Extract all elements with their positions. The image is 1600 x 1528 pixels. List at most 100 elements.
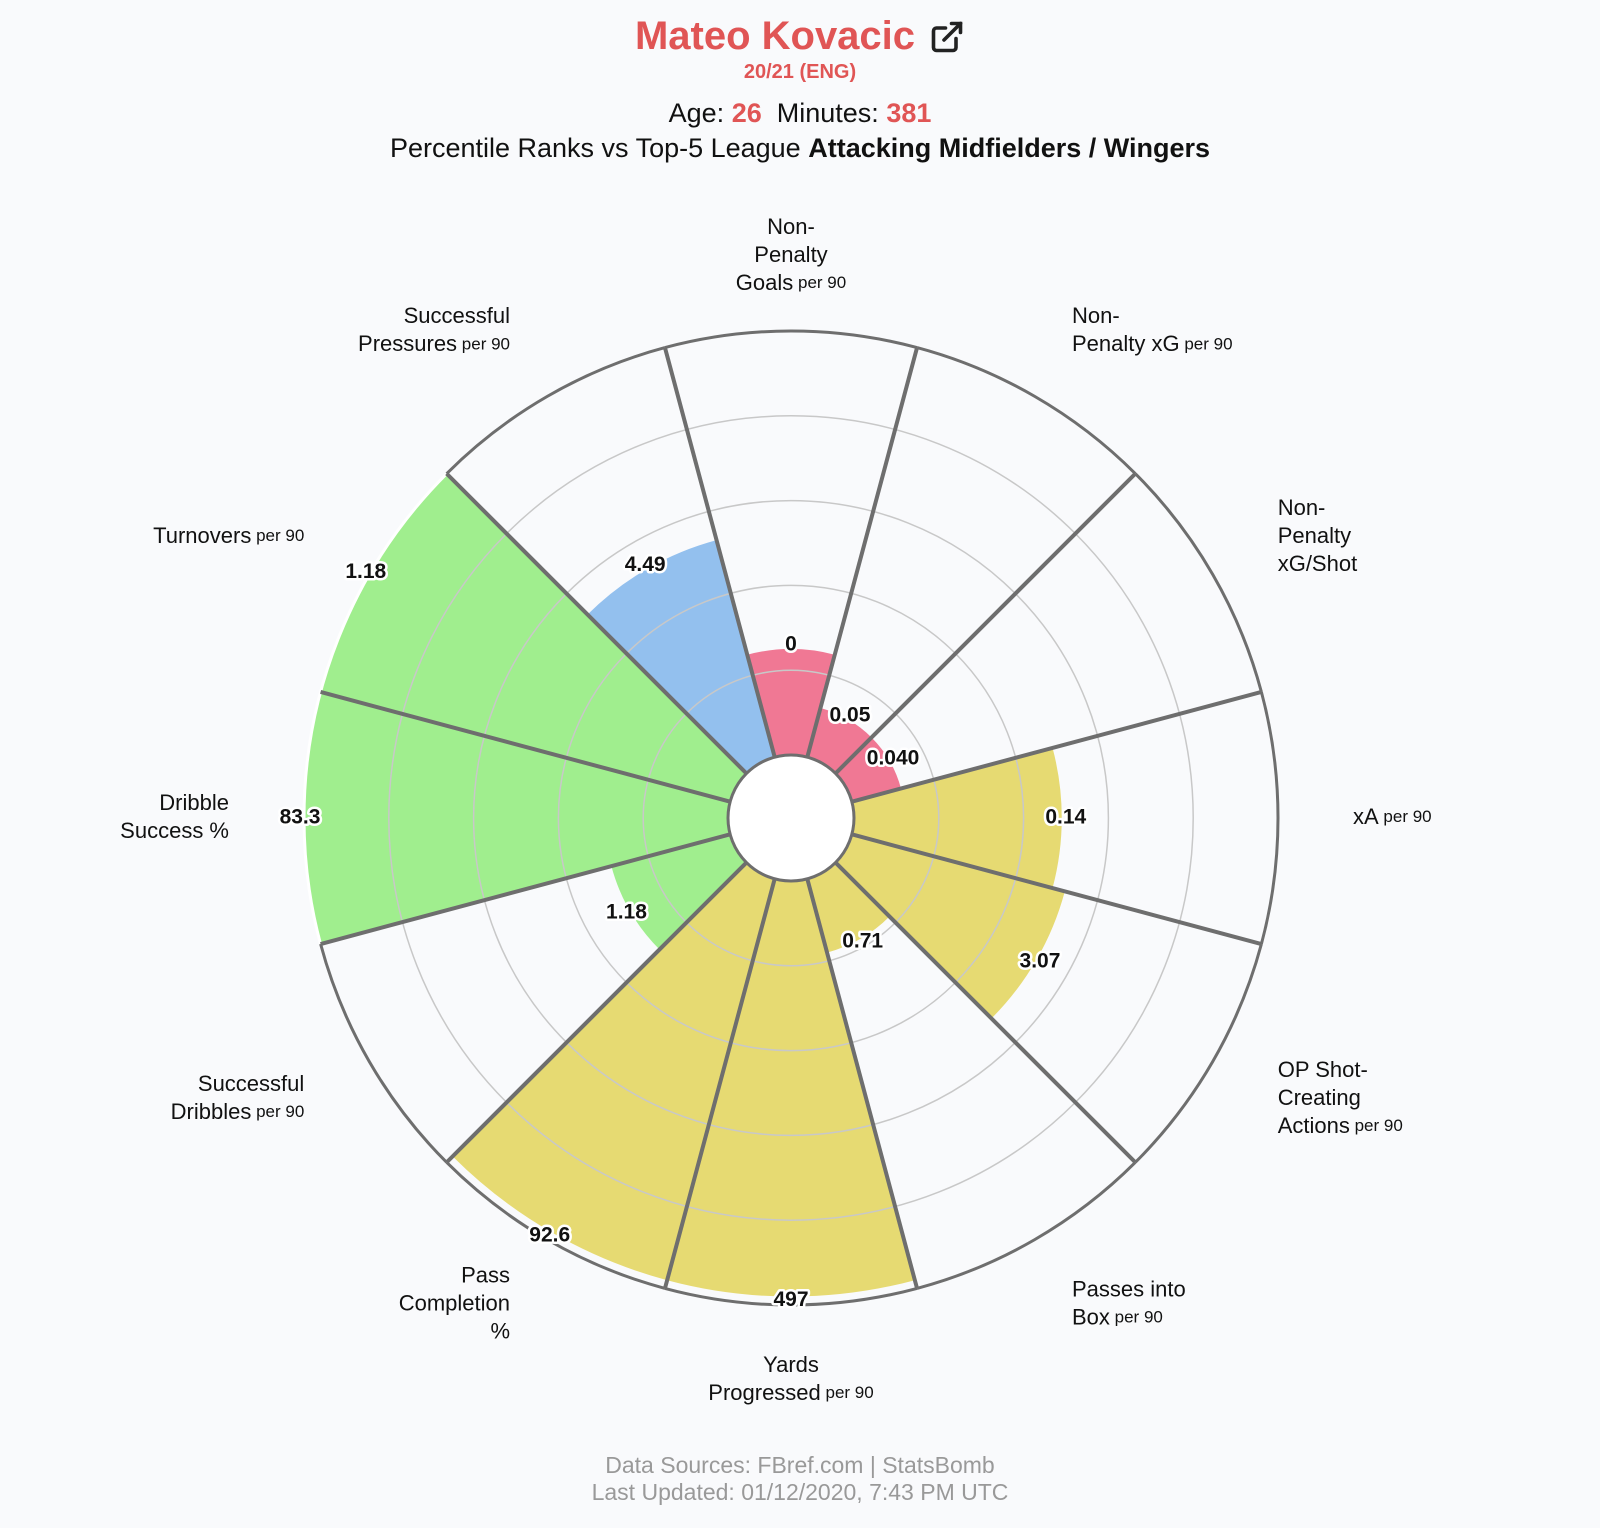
spoke-1: [805, 347, 919, 758]
external-link-icon[interactable]: [929, 19, 965, 55]
category-label-line: Completion: [399, 1291, 510, 1316]
category-label-5: Passes into Box per 90: [1072, 1277, 1186, 1330]
wedge-5: [807, 862, 890, 953]
value-label-8: 1.18: [606, 901, 647, 924]
value-label-4: 3.07: [1020, 949, 1061, 972]
category-unit: per 90: [457, 335, 510, 354]
category-label-line: Successful: [404, 303, 510, 328]
category-label-8: Successful Dribbles per 90: [171, 1071, 305, 1124]
outer-arc-2: [1134, 472, 1263, 693]
category-label-line: Non-: [1278, 495, 1326, 520]
category-label-line: Box per 90: [1072, 1305, 1163, 1330]
outer-arc-7: [445, 1161, 666, 1290]
category-label-line: Goals per 90: [736, 270, 846, 295]
category-label-line: OP Shot-: [1278, 1057, 1368, 1082]
category-label-line: Non-: [1072, 303, 1120, 328]
spoke-9: [320, 832, 731, 946]
value-label-10: 1.18: [345, 560, 386, 583]
outer-arc-8: [319, 943, 448, 1164]
outer-arc-5: [916, 1161, 1137, 1290]
category-label-line: Penalty xG per 90: [1072, 331, 1233, 356]
category-label-line: Penalty: [754, 242, 827, 267]
outer-arc-11: [445, 346, 666, 475]
category-label-line: Successful: [198, 1071, 304, 1096]
category-label-6: Yards Progressed per 90: [708, 1352, 873, 1405]
category-label-line: %: [490, 1319, 510, 1344]
category-unit: per 90: [821, 1383, 874, 1402]
spoke-2: [834, 472, 1137, 775]
category-label-line: Yards: [763, 1352, 819, 1377]
category-label-line: Creating: [1278, 1085, 1361, 1110]
subtitle-prefix: Percentile Ranks vs Top-5 League: [389, 133, 801, 163]
category-label-line: Penalty: [1278, 523, 1351, 548]
category-label-2: Non- Penalty xG/Shot: [1278, 495, 1357, 576]
category-unit: per 90: [1379, 807, 1432, 826]
category-label-9: Dribble Success %: [120, 790, 229, 843]
category-unit: per 90: [251, 1102, 304, 1121]
spoke-7: [663, 878, 777, 1289]
spoke-8: [445, 861, 748, 1164]
spoke-4: [851, 832, 1262, 946]
outer-arc-0: [664, 329, 918, 350]
category-label-4: OP Shot- Creating Actions per 90: [1278, 1057, 1403, 1138]
grid-ring-1: [557, 584, 1025, 1052]
value-label-6: 497: [773, 1288, 808, 1311]
value-label-0: 0: [785, 633, 797, 656]
category-label-line: Pressures per 90: [358, 331, 510, 356]
category-unit: per 90: [793, 273, 846, 292]
category-label-10: Turnovers per 90: [153, 523, 304, 548]
category-label-3: xA per 90: [1353, 804, 1432, 829]
spoke-5: [834, 861, 1137, 1164]
value-labels: 0 0.05 0.040 0.14 3.07 0.71 497 92.6 1.18 83.3 1.1…: [277, 550, 1089, 1313]
grid-ring-2: [472, 499, 1110, 1137]
age-label: Age:: [668, 98, 725, 128]
wedge-9: [304, 691, 731, 945]
outer-arc-3: [1259, 691, 1280, 945]
grid-ring-3: [388, 415, 1194, 1221]
wedge-11: [587, 540, 775, 774]
category-label-line: xA per 90: [1353, 804, 1432, 829]
wedge-8: [611, 834, 747, 950]
spoke-0: [663, 347, 777, 758]
category-label-11: Successful Pressures per 90: [358, 303, 510, 356]
category-labels: Non- Penalty Goals per 90 Non- Penalty xG pe…: [120, 214, 1431, 1405]
category-label-line: Progressed per 90: [708, 1380, 873, 1405]
category-unit: per 90: [1350, 1116, 1403, 1135]
data-sources: Data Sources: FBref.com | StatsBomb: [605, 1452, 995, 1478]
center-hole: [726, 753, 856, 883]
spoke-10: [320, 690, 731, 804]
category-label-1: Non- Penalty xG per 90: [1072, 303, 1233, 356]
player-meta: Age: 26 Minutes: 381: [0, 98, 1600, 129]
value-label-1: 0.05: [830, 703, 871, 726]
category-label-line: Actions per 90: [1278, 1113, 1403, 1138]
title-row: Mateo Kovacic: [0, 14, 1600, 59]
value-label-9: 83.3: [280, 806, 321, 829]
category-unit: per 90: [251, 526, 304, 545]
wedge-1: [807, 708, 872, 774]
spoke-lines: [319, 329, 1280, 1307]
category-label-line: Dribble: [159, 790, 229, 815]
category-label-line: Passes into: [1072, 1277, 1186, 1302]
player-name: Mateo Kovacic: [634, 14, 916, 58]
category-label-line: Non-: [767, 214, 815, 239]
category-label-7: Pass Completion%: [399, 1263, 510, 1344]
minutes-value: 381: [886, 98, 932, 128]
chart-header: Mateo Kovacic 20/21 (ENG) Age: 26 Minute…: [0, 14, 1600, 164]
category-label-line: Success %: [120, 818, 229, 843]
category-unit: per 90: [1180, 335, 1233, 354]
value-label-5: 0.71: [842, 930, 883, 953]
chart-footer: Data Sources: FBref.com | StatsBomb Last…: [0, 1452, 1600, 1506]
category-label-0: Non- Penalty Goals per 90: [736, 214, 846, 295]
wedge-2: [835, 737, 901, 802]
spoke-6: [805, 878, 919, 1289]
wedge-3: [851, 747, 1062, 889]
wedge-layer: [304, 473, 1065, 1297]
spoke-11: [445, 472, 748, 775]
outer-arc-6: [664, 1286, 918, 1307]
value-label-11: 4.49: [625, 553, 666, 576]
wedge-4: [835, 834, 1065, 1019]
wedge-6: [667, 878, 915, 1297]
minutes-label: Minutes:: [776, 98, 879, 128]
value-label-7: 92.6: [529, 1223, 570, 1246]
